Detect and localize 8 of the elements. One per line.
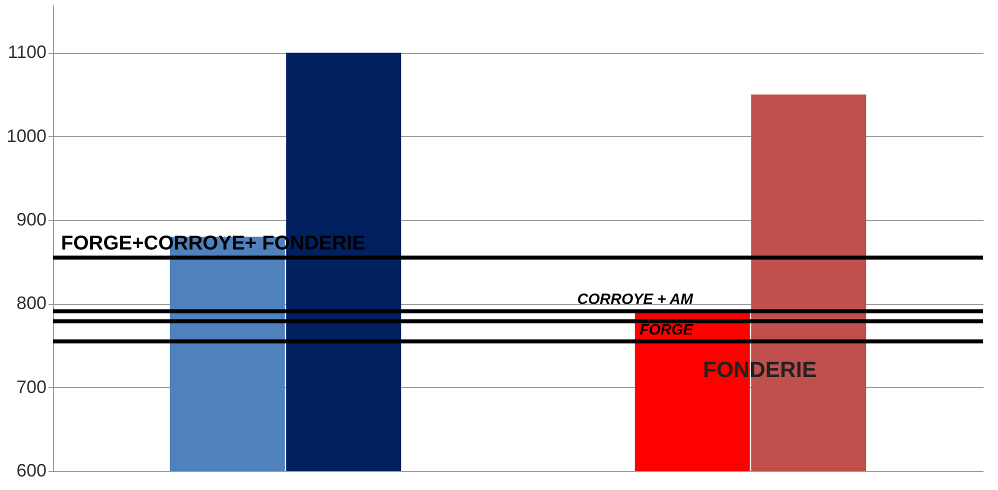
y-tick-label: 1100 bbox=[8, 42, 46, 62]
y-tick-label: 600 bbox=[16, 460, 46, 480]
y-tick-label: 700 bbox=[16, 376, 46, 397]
y-tick-label: 900 bbox=[16, 210, 46, 230]
ref-line-label: CORROYE + AM bbox=[577, 291, 694, 308]
y-tick-label: 800 bbox=[16, 293, 46, 314]
ref-line-label: FORGE bbox=[640, 321, 694, 338]
y-tick-label: 1000 bbox=[6, 126, 46, 146]
